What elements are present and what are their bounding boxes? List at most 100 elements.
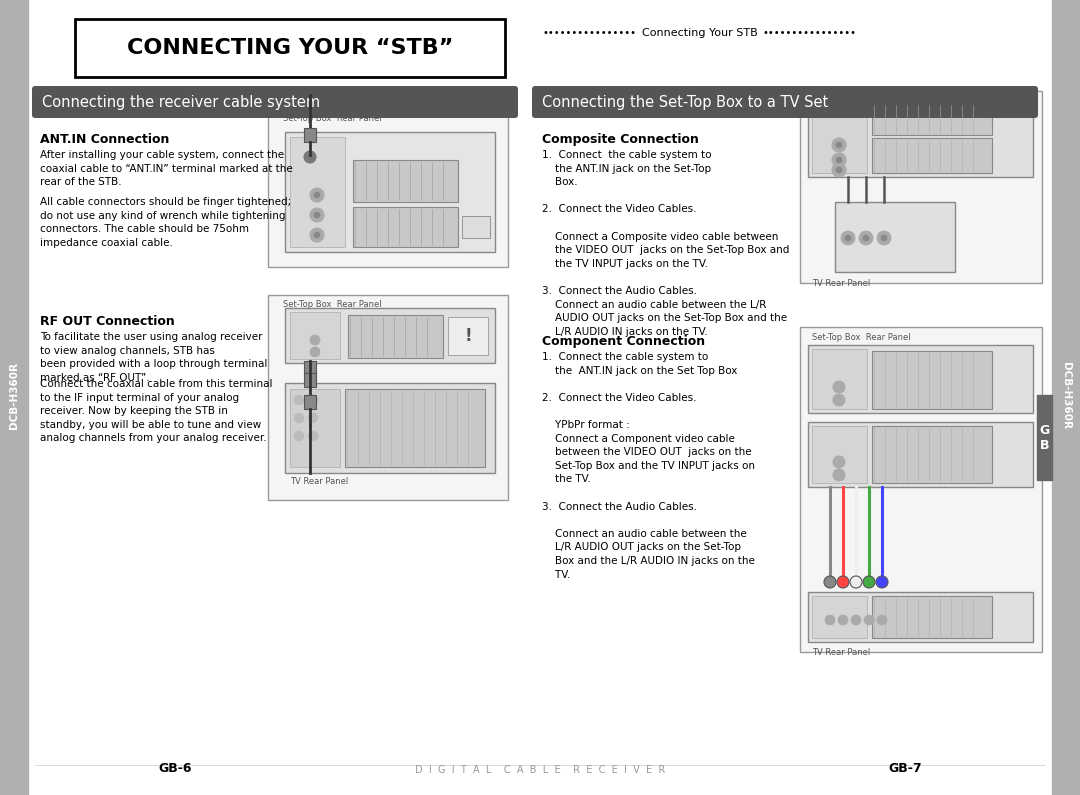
Circle shape — [876, 576, 888, 588]
Bar — [353, 207, 458, 247]
Circle shape — [308, 395, 318, 405]
Text: ••••••••••••••••: •••••••••••••••• — [543, 28, 637, 38]
Text: Connecting Your STB: Connecting Your STB — [643, 28, 758, 38]
Text: Connecting the receiver cable system: Connecting the receiver cable system — [42, 95, 320, 110]
Circle shape — [877, 231, 891, 245]
Circle shape — [310, 188, 324, 202]
Bar — [285, 308, 495, 363]
Circle shape — [824, 576, 836, 588]
Text: ••••••••••••••••: •••••••••••••••• — [762, 28, 858, 38]
Circle shape — [294, 431, 303, 441]
Text: Set-Top Box  Rear Panel: Set-Top Box Rear Panel — [812, 97, 910, 106]
Bar — [812, 103, 867, 173]
Bar — [291, 389, 340, 467]
Circle shape — [836, 157, 842, 163]
Bar — [812, 349, 867, 409]
Text: Set-Top Box  Rear Panel: Set-Top Box Rear Panel — [812, 333, 910, 342]
Bar — [0, 0, 28, 795]
Bar — [348, 315, 443, 358]
Bar — [872, 351, 993, 409]
Text: DCB-H360R: DCB-H360R — [9, 362, 19, 429]
Bar — [353, 160, 458, 202]
Circle shape — [303, 151, 316, 163]
Circle shape — [832, 138, 846, 152]
Bar — [345, 389, 485, 467]
Circle shape — [825, 615, 835, 625]
Circle shape — [833, 456, 845, 468]
Circle shape — [833, 469, 845, 481]
Circle shape — [850, 576, 862, 588]
Bar — [808, 422, 1032, 487]
Text: To facilitate the user using analog receiver
to view analog channels, STB has
be: To facilitate the user using analog rece… — [40, 332, 268, 383]
Text: TV Rear Panel: TV Rear Panel — [812, 648, 870, 657]
Bar — [1052, 0, 1080, 795]
Text: After installing your cable system, connect the
coaxial cable to “ANT.IN” termin: After installing your cable system, conn… — [40, 150, 293, 187]
Bar — [872, 596, 993, 638]
Circle shape — [832, 163, 846, 177]
Circle shape — [841, 231, 855, 245]
Bar — [800, 91, 1042, 283]
Text: Set-Top Box  Rear Panel: Set-Top Box Rear Panel — [283, 300, 381, 309]
Circle shape — [833, 381, 845, 393]
Text: Component Connection: Component Connection — [542, 335, 705, 348]
Bar — [303, 128, 316, 142]
Circle shape — [836, 167, 842, 173]
Circle shape — [863, 576, 875, 588]
Circle shape — [314, 232, 320, 238]
Circle shape — [838, 615, 848, 625]
Bar — [268, 109, 508, 267]
Circle shape — [314, 192, 320, 198]
Text: 1.  Connect  the cable system to
    the ANT.IN jack on the Set-Top
    Box.

2.: 1. Connect the cable system to the ANT.I… — [542, 150, 789, 337]
Circle shape — [859, 231, 873, 245]
FancyBboxPatch shape — [532, 86, 1038, 118]
Text: DCB-H360R: DCB-H360R — [1061, 362, 1071, 429]
Text: Composite Connection: Composite Connection — [542, 133, 699, 146]
Text: D  I  G  I  T  A  L    C  A  B  L  E    R  E  C  E  I  V  E  R: D I G I T A L C A B L E R E C E I V E R — [415, 765, 665, 775]
Circle shape — [877, 615, 887, 625]
Bar — [285, 383, 495, 473]
Text: !: ! — [464, 327, 472, 345]
Bar — [303, 361, 316, 375]
Circle shape — [310, 347, 320, 357]
Bar — [808, 592, 1032, 642]
Text: Connect the coaxial cable from this terminal
to the IF input terminal of your an: Connect the coaxial cable from this term… — [40, 379, 272, 444]
Text: GB-7: GB-7 — [888, 762, 922, 775]
Text: RF OUT Connection: RF OUT Connection — [40, 315, 175, 328]
Text: 1.  Connect the cable system to
    the  ANT.IN jack on the Set Top Box

2.  Con: 1. Connect the cable system to the ANT.I… — [542, 352, 755, 580]
Bar — [303, 373, 316, 387]
Bar — [872, 426, 993, 483]
FancyBboxPatch shape — [32, 86, 518, 118]
Text: Set-Top Box  Rear Panel: Set-Top Box Rear Panel — [283, 114, 381, 123]
Circle shape — [310, 208, 324, 222]
Bar — [812, 596, 867, 638]
Text: TV Rear Panel: TV Rear Panel — [291, 477, 348, 486]
Circle shape — [881, 235, 887, 241]
Bar — [448, 317, 488, 355]
Bar — [872, 103, 993, 135]
Text: TV Rear Panel: TV Rear Panel — [812, 279, 870, 288]
Circle shape — [832, 153, 846, 167]
Circle shape — [310, 335, 320, 345]
Circle shape — [833, 394, 845, 406]
Text: GB-6: GB-6 — [159, 762, 192, 775]
Circle shape — [851, 615, 861, 625]
Circle shape — [294, 395, 303, 405]
Bar — [462, 216, 490, 238]
Bar — [808, 99, 1032, 177]
Text: CONNECTING YOUR “STB”: CONNECTING YOUR “STB” — [126, 38, 454, 58]
Text: Connecting the Set-Top Box to a TV Set: Connecting the Set-Top Box to a TV Set — [542, 95, 828, 110]
Bar — [812, 426, 867, 483]
Circle shape — [864, 615, 874, 625]
Bar — [285, 132, 495, 252]
Circle shape — [837, 576, 849, 588]
Bar — [1037, 395, 1052, 480]
Bar — [872, 138, 993, 173]
Circle shape — [308, 413, 318, 423]
Circle shape — [314, 212, 320, 218]
Text: All cable connectors should be finger tightened;
do not use any kind of wrench w: All cable connectors should be finger ti… — [40, 197, 292, 248]
Text: G
B: G B — [1039, 424, 1050, 452]
Bar — [835, 202, 955, 272]
Circle shape — [836, 142, 842, 148]
Bar — [291, 137, 345, 247]
Circle shape — [845, 235, 851, 241]
